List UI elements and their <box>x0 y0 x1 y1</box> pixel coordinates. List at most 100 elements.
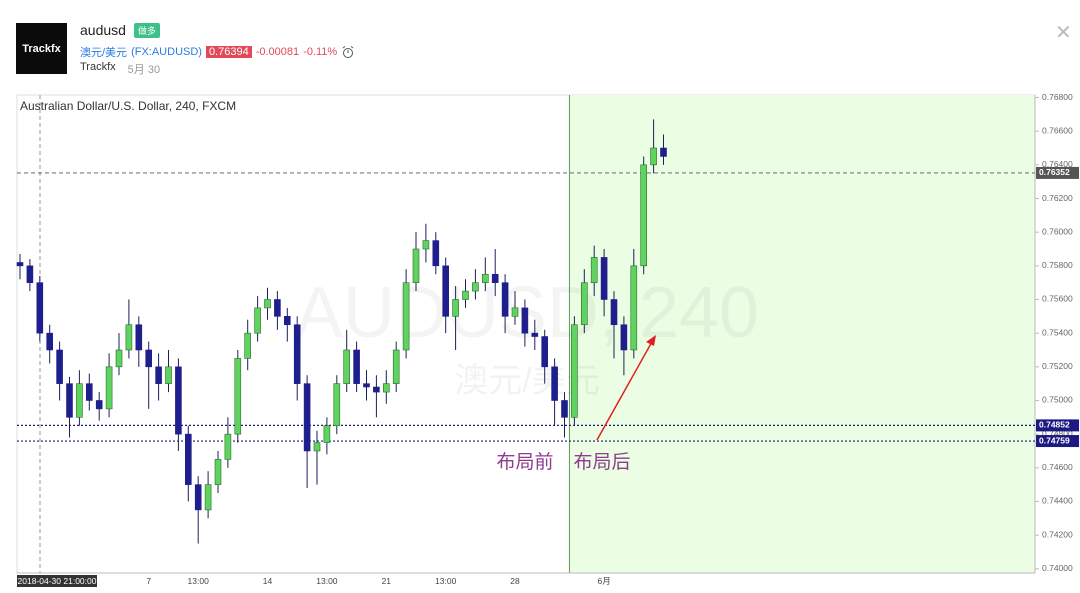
y-tick-label: 0.74600 <box>1042 462 1073 472</box>
candle-body <box>620 324 628 351</box>
candle-body <box>333 383 341 427</box>
candle-body <box>283 316 291 326</box>
candle-body <box>165 366 172 384</box>
price-line-box <box>1036 419 1079 432</box>
candle-body <box>402 282 410 351</box>
ticker[interactable]: (FX:AUDUSD) <box>131 46 202 58</box>
candle-body <box>274 299 281 317</box>
quote-row: 澳元/美元 (FX:AUDUSD) 0.76394 -0.00081 -0.11… <box>80 44 355 60</box>
meta-row: Trackfx 5月 30 <box>80 61 160 77</box>
candle-body <box>561 400 568 418</box>
candle-body <box>412 248 420 283</box>
candle-body <box>373 386 380 393</box>
y-tick-label: 0.74000 <box>1042 563 1073 573</box>
candle-body <box>462 290 469 300</box>
y-tick-label: 0.74400 <box>1042 496 1073 506</box>
y-tick-label: 0.76800 <box>1042 92 1073 102</box>
candle-body <box>571 324 578 418</box>
annotation: 布局前 <box>496 451 553 473</box>
candle-body <box>204 484 212 511</box>
x-tick-label: 14 <box>263 576 273 586</box>
chart-title: Australian Dollar/U.S. Dollar, 240, FXCM <box>20 99 236 113</box>
arrow <box>596 339 654 441</box>
x-cursor-box <box>17 575 97 587</box>
x-tick-label: 13:00 <box>188 576 210 586</box>
logo: Trackfx <box>16 23 67 74</box>
x-tick-label: 21 <box>382 576 392 586</box>
title-row: audusd 做多 <box>80 22 160 38</box>
candle-body <box>46 332 54 351</box>
arrow-head <box>646 335 656 346</box>
candle-body <box>135 324 143 351</box>
y-tick-label: 0.74200 <box>1042 529 1073 539</box>
close-button[interactable]: ✕ <box>1055 20 1072 44</box>
candle-body <box>531 332 539 337</box>
y-tick-label: 0.75200 <box>1042 361 1073 371</box>
change: -0.00081 <box>255 46 300 58</box>
candle-body <box>264 299 271 309</box>
candle-body <box>501 282 509 317</box>
candle-body <box>491 273 499 283</box>
candle-body <box>541 336 549 368</box>
candle-body <box>511 307 519 317</box>
price-line-label: 0.74759 <box>1039 435 1070 445</box>
candle-body <box>56 349 63 384</box>
candle-body <box>224 433 232 460</box>
x-tick-label: 13:00 <box>435 576 457 586</box>
y-tick-label: 0.76200 <box>1042 193 1073 203</box>
candle-body <box>254 307 261 334</box>
candle-body <box>105 366 113 410</box>
candle-body <box>323 425 331 443</box>
candle-body <box>610 299 618 326</box>
candle-body <box>145 349 152 368</box>
candle-body <box>472 282 479 292</box>
highlight-region <box>569 95 1035 573</box>
x-tick-label: 2018-04-30 21:00:00 <box>18 576 97 586</box>
alarm-icon[interactable] <box>341 45 355 59</box>
candle-body <box>244 332 251 359</box>
candle-body <box>600 257 608 300</box>
author[interactable]: Trackfx <box>80 61 116 73</box>
candle-body <box>234 358 242 435</box>
candle-body <box>303 383 311 452</box>
date: 5月 30 <box>127 64 161 76</box>
candle-body <box>422 240 430 250</box>
symbol[interactable]: audusd <box>80 22 126 38</box>
candle-body <box>551 366 558 401</box>
candle-body <box>293 324 301 384</box>
candle-body <box>432 240 440 267</box>
y-tick-label: 0.75000 <box>1042 395 1073 405</box>
candle-body <box>343 349 351 384</box>
candle-body <box>521 307 529 334</box>
candle-body <box>194 484 202 511</box>
y-tick-label: 0.75400 <box>1042 327 1073 337</box>
candle-body <box>650 147 657 166</box>
candle-body <box>640 164 648 267</box>
candle-body <box>353 349 360 384</box>
candle-body <box>630 265 638 351</box>
candle-body <box>36 282 44 334</box>
candle-body <box>185 433 192 485</box>
candle-body <box>452 299 459 317</box>
candle-body <box>580 282 588 326</box>
x-tick-label: 13:00 <box>316 576 338 586</box>
candle-body <box>16 262 24 267</box>
candle-body <box>66 383 73 418</box>
candle-body <box>95 400 103 410</box>
instrument-name[interactable]: 澳元/美元 <box>80 47 128 59</box>
candle-body <box>442 265 450 317</box>
candle-body <box>125 324 133 351</box>
candle-body <box>660 147 667 157</box>
y-tick-label: 0.75800 <box>1042 260 1073 270</box>
change-pct: -0.11% <box>303 46 338 58</box>
watermark-sub: 澳元/美元 <box>454 362 599 400</box>
y-tick-label: 0.76600 <box>1042 125 1073 135</box>
candle-body <box>590 257 598 283</box>
y-tick-label: 0.74800 <box>1042 428 1073 438</box>
candle-body <box>76 383 83 418</box>
price-line-box <box>1036 435 1079 448</box>
candle-body <box>392 349 400 384</box>
candle-body <box>382 383 390 393</box>
